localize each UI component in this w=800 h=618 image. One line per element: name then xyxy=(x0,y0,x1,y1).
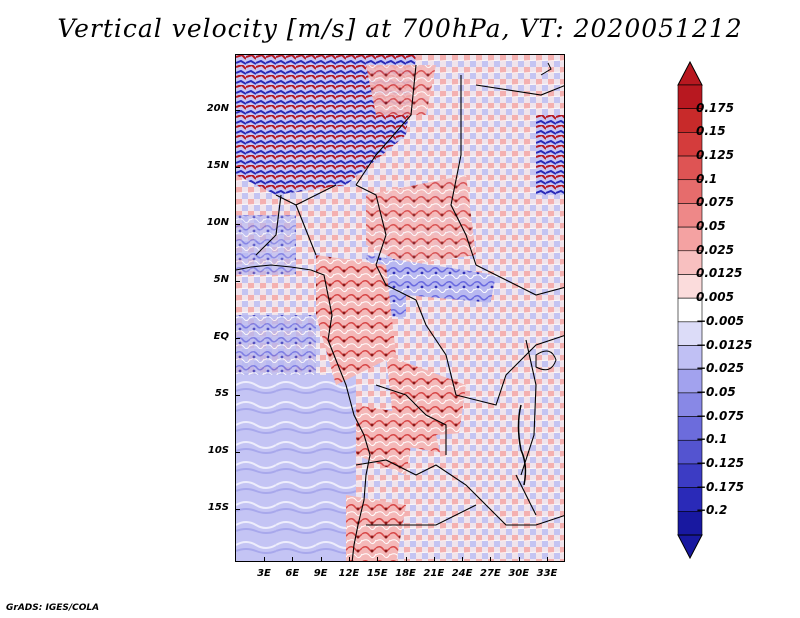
colorbar-tick-label: 0.075 xyxy=(696,195,734,210)
colorbar xyxy=(677,60,703,560)
colorbar-tick-label: −0.2 xyxy=(696,503,728,518)
colorbar-tick-label: 0.05 xyxy=(696,219,726,234)
lat-label: 10S xyxy=(207,445,229,456)
colorbar-tick-label: −0.175 xyxy=(696,479,745,494)
lon-tick xyxy=(490,557,492,562)
lat-tick xyxy=(235,167,240,168)
lat-label: 5S xyxy=(214,388,229,399)
lon-label: 9E xyxy=(313,568,328,579)
colorbar-tick-label: −0.125 xyxy=(696,455,745,470)
lat-label: 20N xyxy=(206,103,229,114)
colorbar-tick-label: 0.1 xyxy=(696,171,718,186)
lon-tick xyxy=(518,557,520,562)
plot-title: Vertical velocity [m/s] at 700hPa, VT: 2… xyxy=(57,14,743,43)
lon-tick xyxy=(264,557,265,562)
lat-tick xyxy=(235,509,240,510)
colorbar-tick-label: −0.05 xyxy=(696,384,736,399)
lon-tick xyxy=(348,557,350,562)
lon-tick xyxy=(320,557,322,562)
colorbar-tick-label: 0.175 xyxy=(696,100,734,115)
lon-label: 15E xyxy=(366,568,388,579)
colorbar-tick-label: −0.0125 xyxy=(696,337,753,352)
colorbar-tick-label: 0.0125 xyxy=(696,266,743,281)
colorbar-max-arrow xyxy=(677,60,703,86)
grads-credit: GrADS: IGES/COLA xyxy=(6,603,100,613)
colorbar-tick-label: 0.025 xyxy=(696,242,734,257)
lon-label: 12E xyxy=(338,568,360,579)
lon-label: 27E xyxy=(480,568,501,579)
lat-label: 5N xyxy=(213,274,229,285)
lat-tick xyxy=(235,224,240,225)
lon-label: 18E xyxy=(395,568,416,579)
colorbar-tick-label: 0.15 xyxy=(696,124,726,139)
lat-label: 15S xyxy=(207,502,229,513)
lat-label: 10N xyxy=(206,217,229,228)
map-panel xyxy=(235,54,565,562)
colorbar-tick-label: 0.125 xyxy=(696,148,734,163)
colorbar-min-arrow xyxy=(677,534,703,560)
lat-tick xyxy=(235,452,240,453)
lon-label: 3E xyxy=(257,568,271,579)
lon-tick xyxy=(405,557,407,562)
lon-label: 30E xyxy=(508,568,530,579)
lon-tick xyxy=(292,557,294,562)
lon-tick xyxy=(547,557,548,562)
colorbar-tick-label: −0.075 xyxy=(696,408,745,423)
colorbar-tick-label: 0.005 xyxy=(696,290,734,305)
lat-tick xyxy=(235,338,240,339)
colorbar-tick-label: −0.025 xyxy=(696,361,745,376)
lon-label: 6E xyxy=(285,568,300,579)
lat-tick xyxy=(235,110,240,111)
lon-label: 33E xyxy=(536,568,558,579)
colorbar-tick-label: −0.1 xyxy=(696,432,728,447)
lon-tick xyxy=(377,557,379,562)
map-canvas xyxy=(236,55,564,561)
colorbar-tick-label: −0.005 xyxy=(696,313,745,328)
lon-label: 21E xyxy=(423,568,445,579)
lon-tick xyxy=(433,557,435,562)
lat-tick xyxy=(235,281,240,282)
lon-label: 24E xyxy=(451,568,473,579)
lat-tick xyxy=(235,395,240,396)
lat-label: 15N xyxy=(206,160,229,171)
lon-tick xyxy=(462,557,464,562)
lat-label: EQ xyxy=(213,331,229,342)
